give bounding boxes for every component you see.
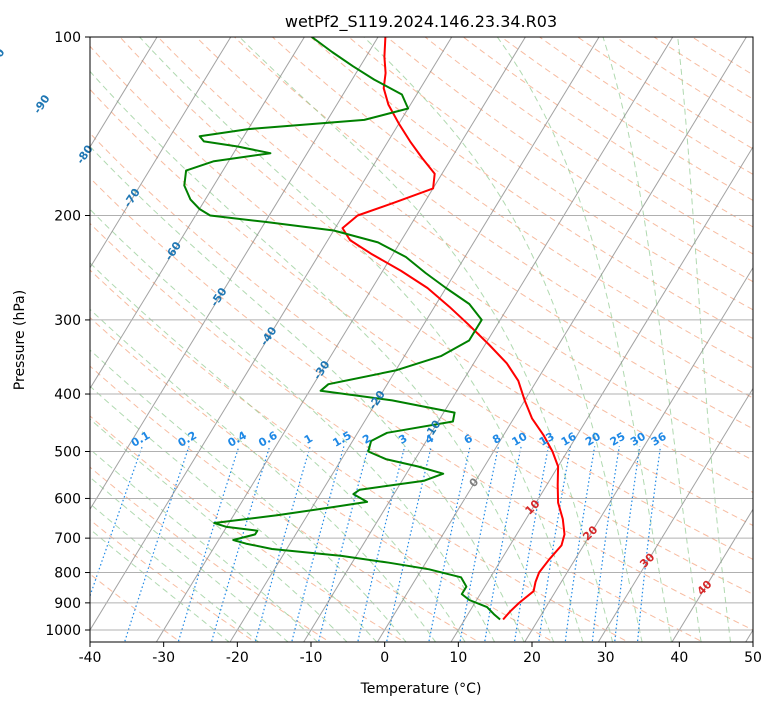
- isotherm-line: [90, 37, 453, 631]
- dewpoint-profile-line: [183, 37, 501, 621]
- moist-adiabat: [90, 448, 319, 642]
- dry-adiabat: [119, 37, 753, 493]
- dry-adiabat: [90, 269, 630, 642]
- mixing-ratio-line: [317, 446, 370, 642]
- y-tick-label: 500: [54, 444, 81, 460]
- temperature-profile-line: [341, 37, 566, 621]
- x-tick-label: -20: [226, 650, 249, 666]
- mixing-ratio-line: [564, 446, 596, 642]
- moist-adiabat: [90, 70, 555, 642]
- dry-adiabat: [233, 37, 753, 399]
- isotherm-line: [90, 37, 305, 390]
- isotherm-line: [524, 266, 753, 642]
- x-tick-label: -10: [300, 650, 323, 666]
- isotherm-line: [90, 37, 379, 511]
- moist-adiabat: [239, 37, 614, 642]
- chart-title: wetPf2_S119.2024.146.23.34.R03: [285, 12, 557, 32]
- dry-adiabat: [195, 37, 753, 430]
- mixing-ratio-line: [386, 446, 432, 642]
- x-axis-label: Temperature (°C): [360, 681, 482, 697]
- dry-adiabat: [271, 37, 753, 369]
- y-tick-label: 200: [54, 209, 81, 225]
- mixing-ratio-line: [357, 446, 406, 642]
- mixing-ratio-line: [210, 446, 271, 642]
- mixing-ratio-line: [428, 446, 471, 642]
- isopleth-label-layer: -100-90-80-70-60-50-40-30-20-100.10.20.4…: [0, 46, 715, 598]
- mixing-ratio-line: [254, 446, 311, 642]
- mixing-ratio-line: [123, 446, 190, 642]
- moist-adiabat: [90, 349, 407, 642]
- isotherm-line: [376, 37, 747, 642]
- x-tick-label: 10: [449, 650, 467, 666]
- grid-layer: [90, 37, 753, 642]
- y-tick-label: 900: [54, 596, 81, 612]
- moist-adiabat: [363, 37, 643, 642]
- dry-adiabat: [90, 365, 480, 642]
- dry-adiabat: [90, 88, 753, 560]
- isotherm-line: [90, 37, 158, 148]
- moist-adiabat: [90, 308, 437, 642]
- y-tick-label: 300: [54, 313, 81, 329]
- dry-adiabat: [309, 37, 753, 340]
- isotherm-line: [671, 508, 753, 642]
- mixing-ratio-line: [177, 446, 240, 642]
- moist-adiabat: [139, 37, 584, 642]
- x-tick-label: 0: [380, 650, 389, 666]
- isotherm-line: [597, 387, 753, 642]
- x-tick-label: 40: [670, 650, 688, 666]
- isotherm-line: [450, 145, 753, 642]
- dry-adiabat: [90, 132, 753, 595]
- mixing-ratio-line: [614, 446, 641, 642]
- y-tick-label: 600: [54, 491, 81, 507]
- x-tick-label: -40: [79, 650, 102, 666]
- y-tick-label: 700: [54, 531, 81, 547]
- y-tick-label: 100: [54, 30, 81, 46]
- dry-adiabat: [90, 222, 705, 642]
- dry-adiabat: [90, 177, 753, 631]
- y-tick-label: 400: [54, 387, 81, 403]
- moist-adiabat: [90, 476, 289, 642]
- mixing-ratio-line: [484, 446, 522, 642]
- x-axis: -40 -30 -20 -10 0 10 20 30 40 50: [79, 642, 762, 666]
- dry-adiabat: [90, 519, 256, 642]
- isotherm-line: [229, 37, 600, 642]
- mixing-ratio-line: [591, 446, 620, 642]
- y-tick-label: 1000: [45, 623, 81, 639]
- moist-adiabat: [90, 418, 348, 642]
- dry-adiabat: [348, 37, 753, 311]
- y-tick-label: 800: [54, 566, 81, 582]
- dry-adiabat: [157, 37, 753, 461]
- mixing-ratio-line: [513, 446, 550, 642]
- moist-adiabat: [496, 37, 673, 642]
- mixing-ratio-line: [90, 446, 143, 598]
- y-axis: 1000 900 800 700 600 500 400 300 200 100: [45, 30, 90, 639]
- mixing-ratio-line: [291, 446, 345, 642]
- isotherm-line: [303, 37, 674, 642]
- x-tick-label: -30: [152, 650, 175, 666]
- dry-adiabat: [90, 45, 753, 527]
- y-axis-label: Pressure (hPa): [12, 290, 28, 390]
- moist-adiabat: [90, 262, 466, 642]
- moist-adiabat: [602, 37, 702, 642]
- dry-adiabat: [90, 316, 555, 642]
- plot-frame: [89, 36, 754, 643]
- isotherm-line: [90, 37, 232, 269]
- moist-adiabat: [677, 37, 732, 642]
- x-tick-label: 30: [597, 650, 615, 666]
- isotherm-line: [155, 37, 526, 642]
- x-tick-label: 50: [744, 650, 762, 666]
- x-tick-label: 20: [523, 650, 541, 666]
- dry-adiabat: [90, 466, 331, 642]
- moist-adiabat: [90, 208, 496, 642]
- series-layer: [183, 37, 566, 621]
- mixing-ratio-line: [538, 446, 572, 642]
